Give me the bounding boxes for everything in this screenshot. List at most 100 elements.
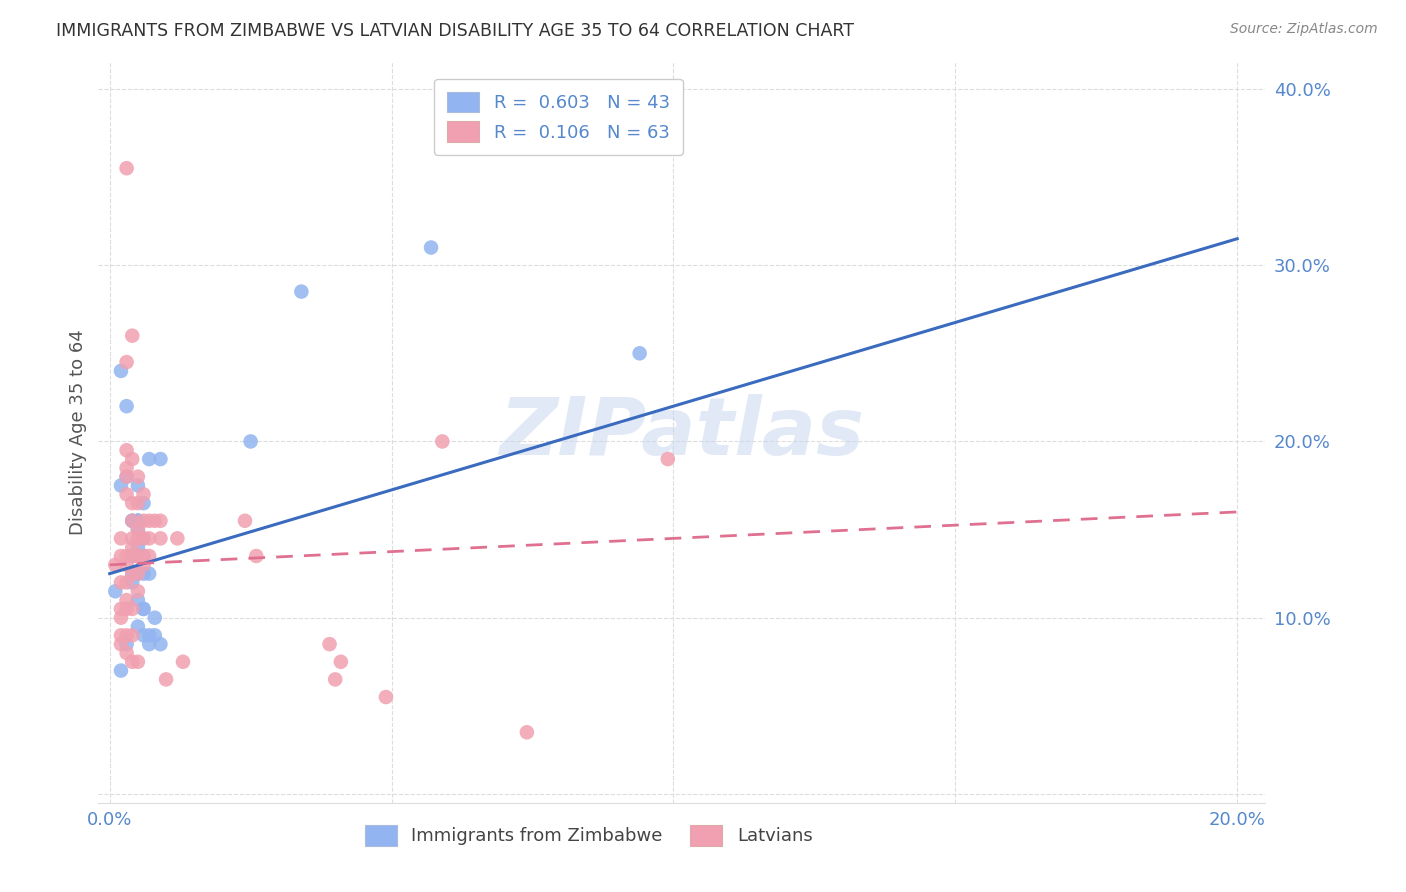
Point (127, 566, 149, 581)
Text: ZIPatlas: ZIPatlas (499, 393, 865, 472)
Point (127, 496, 149, 510)
Point (110, 602, 132, 616)
Point (138, 566, 160, 581)
Point (138, 532, 160, 546)
Point (290, 285, 312, 299)
Point (149, 532, 172, 546)
Point (127, 478, 149, 492)
Point (628, 346, 651, 360)
Point (104, 584, 127, 599)
Point (132, 487, 155, 501)
Point (115, 602, 138, 616)
Point (132, 602, 155, 616)
Point (121, 628, 143, 642)
Point (132, 514, 155, 528)
Point (132, 549, 155, 563)
Point (143, 610, 166, 624)
Point (127, 549, 149, 563)
Point (115, 355, 138, 369)
Point (329, 655, 352, 669)
Point (132, 496, 155, 510)
Point (121, 602, 143, 616)
Point (127, 514, 149, 528)
Point (110, 637, 132, 651)
Point (115, 461, 138, 475)
Point (110, 610, 132, 624)
Point (143, 514, 166, 528)
Point (657, 452, 679, 467)
Point (115, 161, 138, 176)
Point (115, 628, 138, 642)
Point (104, 558, 127, 572)
Point (115, 593, 138, 607)
Point (127, 549, 149, 563)
Point (132, 628, 155, 642)
Point (115, 575, 138, 590)
Point (110, 664, 132, 678)
Point (239, 434, 262, 449)
Point (127, 469, 149, 483)
Point (121, 496, 143, 510)
Point (110, 532, 132, 546)
Point (121, 514, 143, 528)
Point (132, 558, 155, 572)
Point (233, 514, 256, 528)
Point (127, 523, 149, 537)
Point (115, 443, 138, 458)
Point (110, 364, 132, 378)
Point (127, 523, 149, 537)
Point (115, 469, 138, 483)
Y-axis label: Disability Age 35 to 64: Disability Age 35 to 64 (69, 330, 87, 535)
Point (132, 532, 155, 546)
Point (132, 549, 155, 563)
Point (149, 452, 172, 467)
Point (318, 637, 340, 651)
Point (115, 487, 138, 501)
Point (115, 558, 138, 572)
Point (121, 549, 143, 563)
Point (121, 532, 143, 546)
Point (110, 478, 132, 492)
Point (121, 452, 143, 467)
Point (149, 514, 172, 528)
Legend: Immigrants from Zimbabwe, Latvians: Immigrants from Zimbabwe, Latvians (357, 818, 820, 853)
Point (121, 514, 143, 528)
Point (127, 549, 149, 563)
Point (172, 655, 194, 669)
Point (110, 549, 132, 563)
Point (127, 584, 149, 599)
Point (138, 514, 160, 528)
Text: IMMIGRANTS FROM ZIMBABWE VS LATVIAN DISABILITY AGE 35 TO 64 CORRELATION CHART: IMMIGRANTS FROM ZIMBABWE VS LATVIAN DISA… (56, 22, 855, 40)
Point (127, 619, 149, 633)
Point (420, 240, 443, 254)
Point (138, 628, 160, 642)
Point (323, 673, 346, 687)
Point (110, 575, 132, 590)
Point (138, 637, 160, 651)
Point (127, 514, 149, 528)
Point (138, 549, 160, 563)
Point (121, 328, 143, 343)
Point (432, 434, 454, 449)
Point (245, 549, 267, 563)
Point (115, 469, 138, 483)
Point (127, 540, 149, 554)
Point (132, 532, 155, 546)
Point (121, 540, 143, 554)
Point (110, 628, 132, 642)
Point (115, 646, 138, 660)
Point (127, 655, 149, 669)
Point (121, 655, 143, 669)
Point (127, 593, 149, 607)
Point (115, 549, 138, 563)
Point (121, 549, 143, 563)
Point (132, 566, 155, 581)
Point (374, 690, 396, 704)
Text: Source: ZipAtlas.com: Source: ZipAtlas.com (1230, 22, 1378, 37)
Point (121, 514, 143, 528)
Point (115, 637, 138, 651)
Point (138, 452, 160, 467)
Point (121, 566, 143, 581)
Point (121, 566, 143, 581)
Point (115, 399, 138, 413)
